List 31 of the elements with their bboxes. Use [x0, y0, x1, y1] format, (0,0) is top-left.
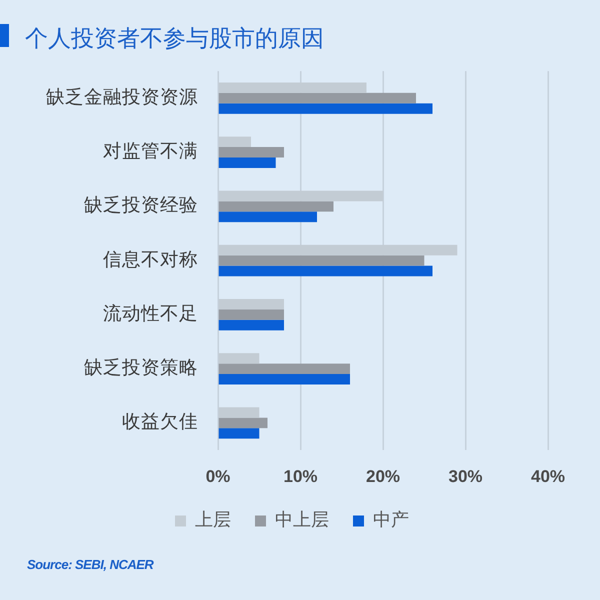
bar [218, 92, 416, 104]
y-tick-label: 缺乏投资经验 [84, 195, 198, 216]
bar [218, 212, 317, 222]
bar [218, 201, 334, 212]
legend-label: 中上层 [275, 510, 329, 531]
bar [218, 320, 284, 330]
y-tick-label: 缺乏投资策略 [84, 358, 198, 379]
bar [218, 266, 432, 276]
y-tick-label: 信息不对称 [103, 249, 198, 270]
y-tick-label: 流动性不足 [103, 302, 198, 324]
bar [218, 158, 276, 168]
x-tick-label: 0% [206, 466, 230, 486]
bar [218, 364, 350, 374]
legend-label: 中产 [373, 510, 409, 531]
bar [218, 418, 268, 428]
y-tick-label: 收益欠佳 [122, 412, 198, 433]
bar [218, 374, 350, 385]
legend-label: 上层 [195, 510, 231, 531]
y-tick-label: 对监管不满 [103, 141, 198, 162]
bar [218, 309, 284, 320]
chart-title: 个人投资者不参与股市的原因 [25, 25, 324, 54]
bar [218, 428, 260, 439]
x-tick-label: 20% [366, 466, 400, 486]
bar [218, 255, 424, 266]
x-tick-label: 30% [448, 466, 483, 486]
bar [218, 147, 284, 158]
y-tick-label: 缺乏金融投资资源 [46, 86, 198, 108]
x-tick-label: 10% [283, 466, 318, 486]
source-note: Source: SEBI, NCAER [27, 556, 154, 574]
bar [218, 103, 432, 114]
x-tick-label: 40% [530, 466, 566, 486]
